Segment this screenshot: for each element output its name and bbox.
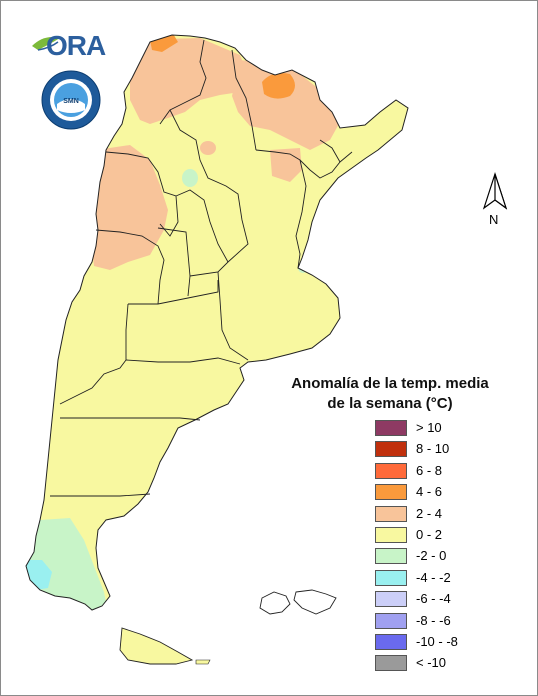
islas-malvinas: [259, 589, 337, 615]
zone-2-4-northwest: [130, 38, 250, 124]
legend-swatch: [375, 484, 407, 501]
zone-2-4-west: [90, 145, 168, 270]
zone-2-4-north: [232, 60, 340, 150]
ora-logo: ORA: [30, 28, 110, 64]
legend-title-line1: Anomalía de la temp. media: [291, 375, 489, 392]
legend-swatch: [375, 633, 407, 650]
province-borders: [50, 39, 353, 497]
legend-label: 6 - 8: [416, 462, 443, 478]
legend-swatch: [375, 526, 407, 543]
legend-label: > 10: [416, 420, 442, 435]
legend-swatch: [375, 505, 407, 522]
legend-label: -8 - -6: [416, 612, 451, 628]
legend-swatch: [375, 420, 407, 436]
legend-label: -6 - -4: [416, 591, 451, 607]
legend-label: 4 - 6: [416, 484, 443, 500]
legend-swatch: [375, 612, 407, 629]
legend-swatch: [375, 569, 407, 586]
zone-neg2-0-spot1: [182, 169, 198, 187]
svg-text:SMN: SMN: [63, 98, 79, 105]
ora-leaf-icon: [32, 37, 60, 51]
legend-label: 8 - 10: [416, 441, 450, 457]
staten-island: [195, 659, 211, 665]
legend-label: < -10: [416, 655, 446, 671]
ora-logo-text: ORA: [46, 30, 106, 61]
legend-swatch: [375, 548, 407, 565]
legend-swatch: [375, 655, 407, 672]
legend-label: 2 - 4: [416, 505, 443, 521]
north-arrow: N: [480, 172, 510, 232]
legend-label: -4 - -2: [416, 569, 451, 585]
legend-swatch: [375, 591, 407, 608]
zone-4-6-ne: [262, 73, 295, 99]
north-label: N: [489, 212, 499, 227]
tierra-del-fuego: [119, 627, 194, 665]
legend-swatch: [375, 462, 407, 479]
north-arrow-icon: [482, 172, 508, 210]
legend-title: Anomalía de la temp. media de la semana …: [290, 374, 490, 414]
smn-seal-icon: SMN: [41, 70, 101, 130]
legend-label: 0 - 2: [416, 526, 443, 542]
zone-4-6-nw: [150, 35, 178, 52]
legend-swatch: [375, 441, 407, 458]
legend-label: -10 - -8: [416, 633, 458, 649]
zone-2-4-spot: [200, 141, 216, 155]
legend-title-line2: de la semana (°C): [327, 395, 453, 412]
legend-label: -2 - 0: [416, 548, 447, 564]
smn-seal: SMN: [41, 70, 101, 130]
